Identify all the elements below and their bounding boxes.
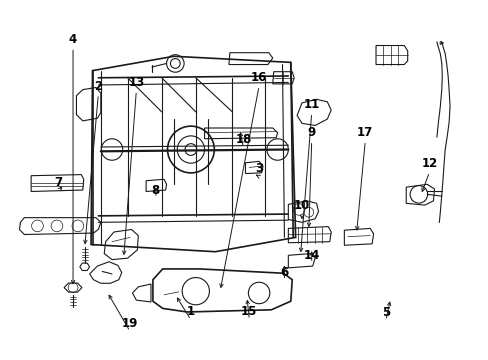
Text: 3: 3 <box>255 162 263 175</box>
Text: 1: 1 <box>186 306 195 319</box>
Text: 14: 14 <box>303 249 319 262</box>
Text: 18: 18 <box>235 133 251 146</box>
Text: 10: 10 <box>293 199 309 212</box>
Text: 11: 11 <box>303 98 319 111</box>
Text: 7: 7 <box>54 176 62 189</box>
Text: 17: 17 <box>356 126 373 139</box>
Text: 12: 12 <box>421 157 437 170</box>
Text: 5: 5 <box>381 306 389 319</box>
Text: 15: 15 <box>241 306 257 319</box>
Text: 16: 16 <box>250 71 267 84</box>
Text: 19: 19 <box>122 317 138 330</box>
Text: 2: 2 <box>94 80 102 93</box>
Text: 8: 8 <box>151 184 160 197</box>
Text: 4: 4 <box>69 33 77 46</box>
Text: 13: 13 <box>128 76 144 89</box>
Text: 6: 6 <box>280 266 288 279</box>
Text: 9: 9 <box>307 126 315 139</box>
